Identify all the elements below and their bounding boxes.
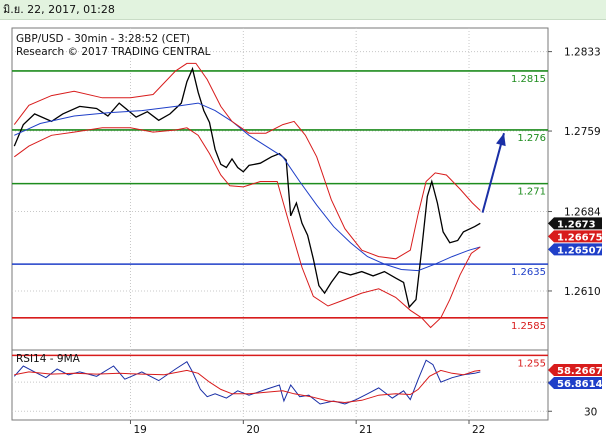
chart-subtitle: Research © 2017 TRADING CENTRAL bbox=[16, 46, 211, 58]
level-label: 1.255 bbox=[517, 358, 546, 369]
price-tag-bg bbox=[548, 377, 602, 390]
level-label: 1.2585 bbox=[511, 321, 546, 332]
price-tag-label: 1.2673 bbox=[557, 219, 596, 230]
rsi14-line bbox=[13, 359, 481, 405]
y-tick-label: 1.2684 bbox=[564, 207, 601, 219]
rsi-ma9-line bbox=[14, 369, 481, 404]
y-tick-label: 1.2610 bbox=[564, 286, 601, 298]
bollinger-lower-line bbox=[14, 127, 481, 329]
rsi-series-group bbox=[13, 359, 481, 405]
price-tag-bg bbox=[548, 230, 602, 243]
price-tag-label: 1.26507 bbox=[557, 245, 603, 256]
price-tag-label: 56.8614 bbox=[557, 379, 603, 390]
rsi-grid bbox=[12, 350, 548, 420]
price-series-group bbox=[13, 62, 481, 329]
moving-average-line bbox=[14, 102, 481, 272]
x-tick-label: 19 bbox=[133, 424, 146, 436]
level-label: 1.2635 bbox=[511, 267, 546, 278]
chart-title: GBP/USD - 30min - 3:28:52 (CET) bbox=[16, 33, 190, 45]
price-panel bbox=[11, 27, 549, 351]
forecast-arrow-head bbox=[496, 133, 506, 147]
price-line bbox=[13, 66, 481, 309]
x-tick-label: 20 bbox=[246, 424, 259, 436]
price-tag-label: 1.26675 bbox=[557, 232, 603, 243]
time-axis-ticks: 19 20 21 22 bbox=[129, 420, 485, 436]
price-tags: 1.2673 1.26675 1.26507 58.2667 56.8614 bbox=[548, 217, 603, 390]
rsi-title: RSI14 - 9MA bbox=[16, 353, 81, 365]
support-resistance-levels: 1.2815 1.276 1.271 1.2635 1.2585 1.255 bbox=[12, 70, 548, 369]
timestamp: มิ.ย. 22, 2017, 01:28 bbox=[3, 3, 115, 16]
price-tag-bg bbox=[548, 364, 602, 377]
rsi-tick-label: 30 bbox=[584, 406, 597, 418]
y-tick-label: 1.2833 bbox=[564, 47, 601, 59]
price-tag-bg bbox=[548, 243, 602, 256]
x-tick-label: 22 bbox=[472, 424, 485, 436]
main-grid bbox=[12, 28, 548, 350]
forecast-arrow-group bbox=[481, 132, 506, 213]
level-label: 1.2815 bbox=[511, 74, 546, 85]
price-tag-label: 58.2667 bbox=[557, 366, 603, 377]
y-tick-label: 1.2759 bbox=[564, 126, 601, 138]
level-label: 1.271 bbox=[517, 187, 546, 198]
timestamp-bar: มิ.ย. 22, 2017, 01:28 bbox=[0, 0, 606, 20]
x-tick-label: 21 bbox=[359, 424, 372, 436]
bollinger-upper-line bbox=[13, 62, 481, 260]
forecast-arrow-shaft bbox=[481, 132, 505, 213]
price-tag-bg bbox=[548, 217, 602, 230]
level-label: 1.276 bbox=[517, 133, 546, 144]
price-axis-ticks: 1.2833 1.2759 1.2684 1.2610 bbox=[548, 47, 601, 298]
rsi-panel bbox=[11, 349, 549, 421]
